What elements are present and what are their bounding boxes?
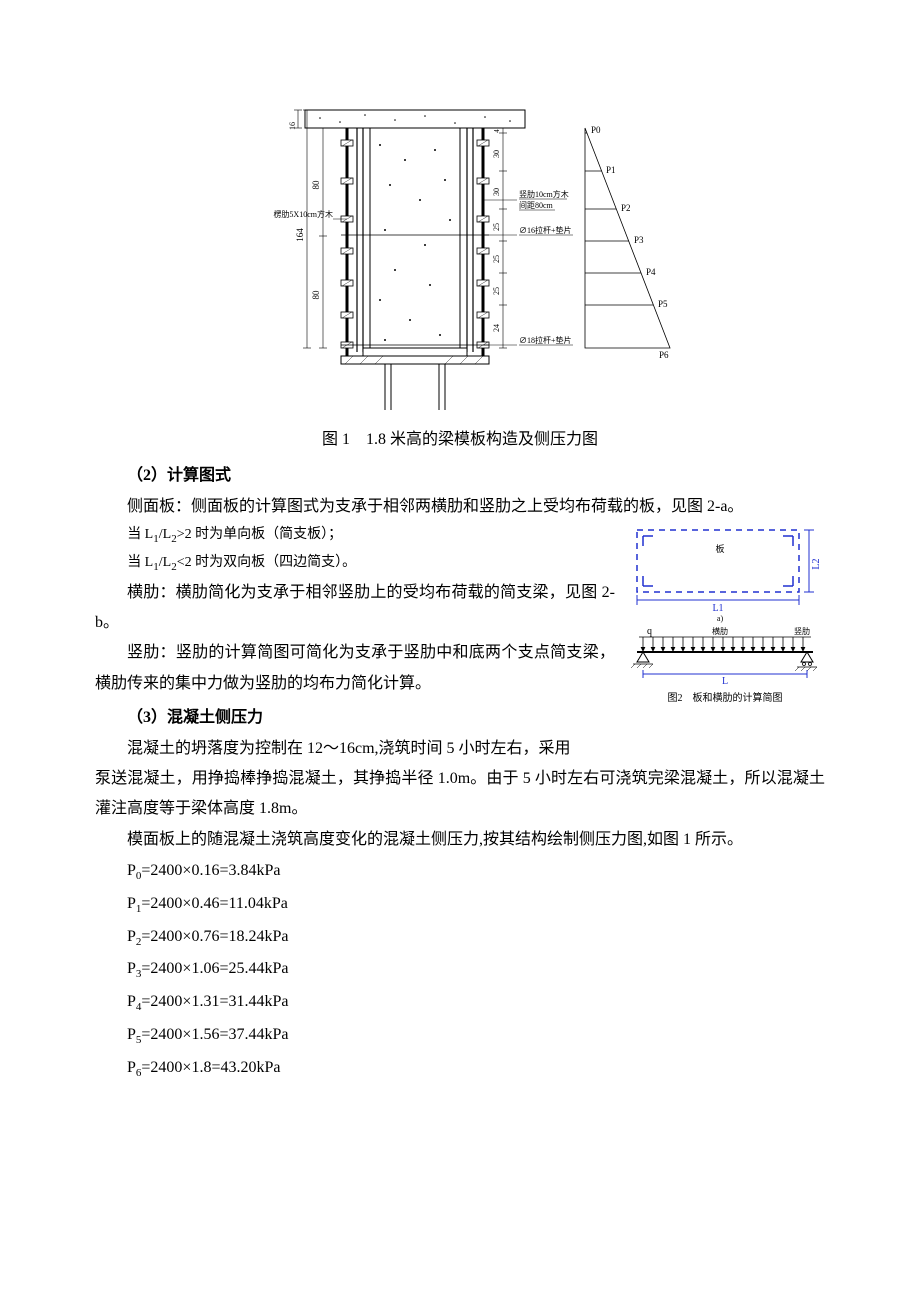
fig2-sub-a: a) bbox=[717, 614, 724, 623]
figure-2: 板 L1 L2 a) q 横肋 竖肋 bbox=[625, 522, 825, 708]
dim-g1: 4 bbox=[493, 129, 501, 133]
section-3-para2: 模面板上的随混凝土浇筑高度变化的混凝土侧压力,按其结构绘制侧压力图,如图 1 所… bbox=[95, 825, 825, 855]
pressure-list: P0=2400×0.16=3.84kPaP1=2400×0.46=11.04kP… bbox=[95, 855, 825, 1085]
pressure-line: P3=2400×1.06=25.44kPa bbox=[95, 953, 825, 986]
fig2-l2: L2 bbox=[811, 559, 822, 570]
label-r2: ∅16拉杆+垫片 bbox=[519, 225, 572, 235]
pressure-line: P1=2400×0.46=11.04kPa bbox=[95, 888, 825, 921]
figure-2-svg: 板 L1 L2 a) q 横肋 竖肋 bbox=[625, 522, 825, 687]
section-3-para1b: 泵送混凝土，用挣捣棒挣捣混凝土，其挣捣半径 1.0m。由于 5 小时左右可浇筑完… bbox=[95, 764, 825, 825]
figure-2-caption: 图2 板和横肋的计算简图 bbox=[625, 689, 825, 708]
figure-1-caption: 图 1 1.8 米高的梁模板构造及侧压力图 bbox=[245, 425, 675, 455]
figure-1-svg: 16 80 80 164 4 30 30 25 25 25 24 楞肋5X10c… bbox=[245, 100, 675, 420]
pressure-line: P5=2400×1.56=37.44kPa bbox=[95, 1019, 825, 1052]
fig2-q: q bbox=[647, 626, 652, 637]
pressure-line: P6=2400×1.8=43.20kPa bbox=[95, 1052, 825, 1085]
label-r1b: 间距80cm bbox=[519, 201, 554, 210]
dim-span-lower: 80 bbox=[311, 290, 321, 300]
figure-1: 16 80 80 164 4 30 30 25 25 25 24 楞肋5X10c… bbox=[245, 100, 675, 455]
p3: P3 bbox=[634, 235, 644, 245]
p6: P6 bbox=[659, 350, 669, 360]
dim-top: 16 bbox=[288, 122, 297, 130]
dim-span-upper: 80 bbox=[311, 180, 321, 190]
pressure-line: P0=2400×0.16=3.84kPa bbox=[95, 855, 825, 888]
label-left: 楞肋5X10cm方木 bbox=[273, 209, 333, 219]
dim-g3: 30 bbox=[492, 188, 501, 196]
pressure-line: P2=2400×0.76=18.24kPa bbox=[95, 921, 825, 954]
section-3-para1a: 混凝土的坍落度为控制在 12～16cm,浇筑时间 5 小时左右，采用 bbox=[95, 734, 825, 764]
p1: P1 bbox=[606, 165, 616, 175]
label-r3: ∅18拉杆+垫片 bbox=[519, 335, 572, 345]
dim-g7: 24 bbox=[492, 324, 501, 332]
fig2-heng: 横肋 bbox=[712, 626, 728, 636]
section-2-heading: （2）计算图式 bbox=[95, 461, 825, 491]
label-r1: 竖肋10cm方木 bbox=[519, 189, 569, 199]
section-2-line1: 侧面板：侧面板的计算图式为支承于相邻两横肋和竖肋之上受均布荷载的板，见图 2-a… bbox=[95, 492, 825, 522]
dim-g4: 25 bbox=[492, 223, 501, 231]
fig2-l: L bbox=[722, 676, 728, 687]
fig2-shu: 竖肋 bbox=[794, 626, 810, 636]
fig2-plate-label: 板 bbox=[715, 543, 724, 554]
dim-g6: 25 bbox=[492, 287, 501, 295]
dim-total: 164 bbox=[295, 228, 305, 242]
dim-g5: 25 bbox=[492, 255, 501, 263]
p4: P4 bbox=[646, 267, 656, 277]
p2: P2 bbox=[621, 203, 631, 213]
fig2-l1: L1 bbox=[712, 603, 723, 614]
p0: P0 bbox=[591, 125, 601, 135]
pressure-line: P4=2400×1.31=31.44kPa bbox=[95, 986, 825, 1019]
dim-g2: 30 bbox=[492, 150, 501, 158]
p5: P5 bbox=[658, 299, 668, 309]
